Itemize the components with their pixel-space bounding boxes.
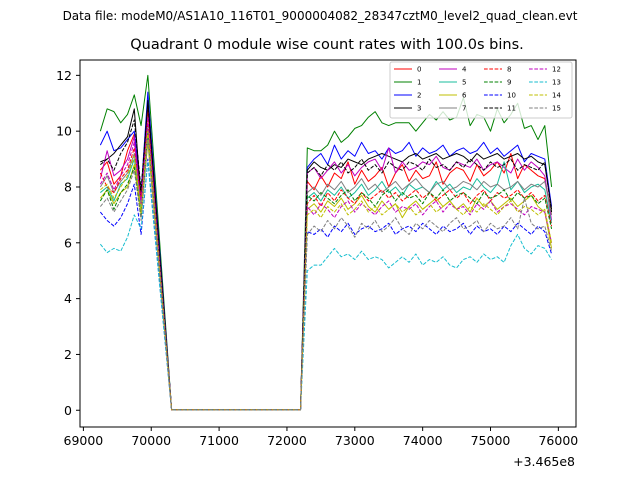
legend-label-5: 5 [462,79,466,87]
x-tick-label: 69000 [64,433,104,448]
series-line-8 [99,119,553,411]
series-line-13 [99,161,552,411]
y-tick-label: 8 [64,179,72,194]
legend-box [389,61,573,119]
chart-title: Quadrant 0 module wise count rates with … [130,37,524,53]
legend-label-10: 10 [507,92,516,100]
legend-label-14: 14 [552,92,561,100]
x-tick-label: 75000 [471,433,511,448]
x-offset-label: +3.465e8 [513,454,575,469]
y-tick-label: 4 [64,291,72,306]
y-tick-label: 12 [56,68,72,83]
x-tick-label: 71000 [199,433,239,448]
y-tick-label: 2 [64,347,72,362]
x-tick-label: 72000 [267,433,307,448]
y-tick-label: 6 [64,235,72,250]
y-tick-label: 0 [64,403,72,418]
legend-label-6: 6 [462,92,467,100]
legend-label-0: 0 [417,66,421,74]
series-line-15 [99,139,553,411]
chart-suptitle: Data file: modeM0/AS1A10_116T01_90000040… [63,9,578,23]
x-tick-label: 73000 [335,433,375,448]
legend-label-9: 9 [507,79,511,87]
legend-label-1: 1 [417,79,421,87]
plot-area: 69000 70000 71000 72000 73000 74000 75000 76000… [56,59,578,448]
legend-label-12: 12 [552,66,561,74]
legend-label-3: 3 [417,105,421,113]
legend-label-2: 2 [417,92,421,100]
legend-label-11: 11 [507,105,516,113]
legend-label-13: 13 [552,79,561,87]
x-tick-label: 74000 [403,433,443,448]
legend-label-8: 8 [507,66,511,74]
x-tick-label: 76000 [538,433,578,448]
x-tick-label: 70000 [131,433,171,448]
legend-label-15: 15 [552,105,561,113]
y-tick-label: 10 [56,124,72,139]
series-line-11 [100,102,553,411]
legend-label-4: 4 [462,66,467,74]
legend-label-7: 7 [462,105,466,113]
axes-frame [79,59,577,428]
